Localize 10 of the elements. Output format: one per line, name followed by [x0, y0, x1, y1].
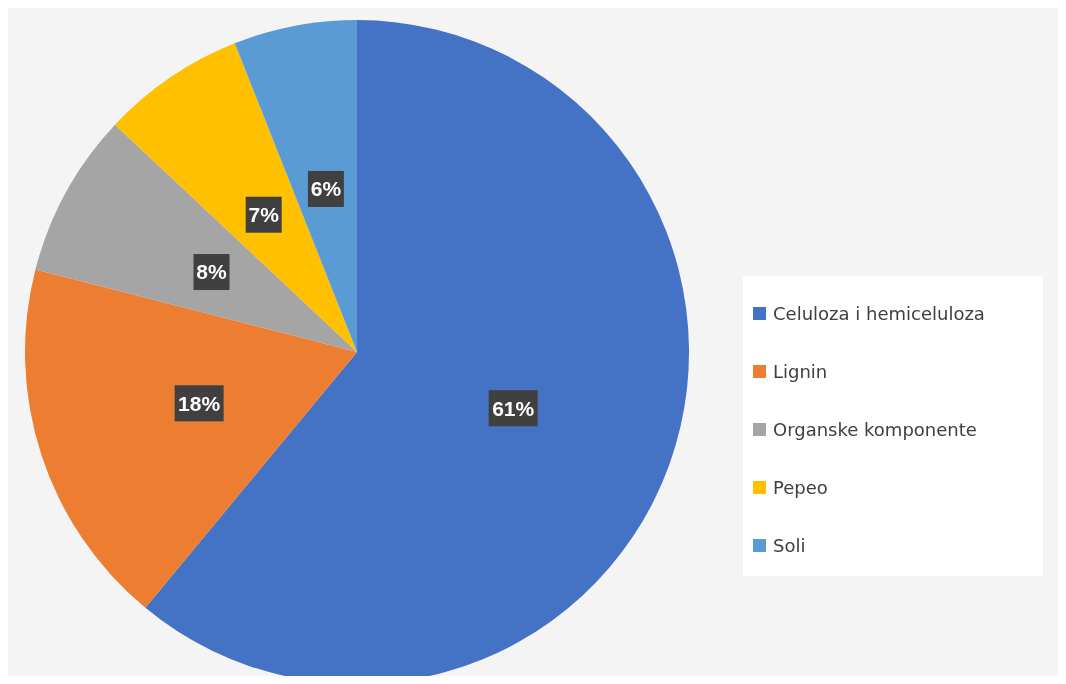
legend-label: Lignin: [773, 361, 828, 383]
legend-label: Celuloza i hemiceluloza: [773, 303, 985, 325]
legend-label: Organske komponente: [773, 419, 977, 441]
legend-label: Pepeo: [773, 477, 828, 499]
legend-label: Soli: [773, 535, 806, 557]
data-label: 7%: [248, 203, 280, 227]
data-label: 6%: [310, 177, 342, 201]
data-label: 61%: [492, 396, 535, 420]
data-label: 18%: [178, 391, 221, 415]
data-label: 8%: [196, 260, 228, 284]
